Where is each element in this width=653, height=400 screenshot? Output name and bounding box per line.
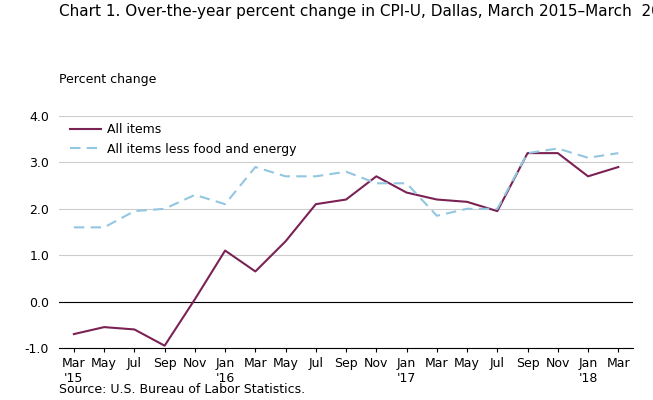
All items xyxy=(251,269,259,274)
All items xyxy=(614,165,622,170)
All items less food and energy xyxy=(584,155,592,160)
All items less food and energy xyxy=(494,206,502,211)
All items less food and energy xyxy=(403,181,411,186)
All items less food and energy xyxy=(614,151,622,156)
All items xyxy=(161,343,168,348)
All items less food and energy xyxy=(251,165,259,170)
Text: Chart 1. Over-the-year percent change in CPI-U, Dallas, March 2015–March  2018: Chart 1. Over-the-year percent change in… xyxy=(59,4,653,19)
All items less food and energy xyxy=(70,225,78,230)
All items xyxy=(191,297,199,302)
All items xyxy=(494,209,502,214)
All items less food and energy xyxy=(524,151,532,156)
All items xyxy=(131,327,138,332)
All items less food and energy xyxy=(463,206,471,211)
All items xyxy=(100,325,108,330)
All items less food and energy xyxy=(100,225,108,230)
All items xyxy=(372,174,380,179)
All items xyxy=(584,174,592,179)
All items less food and energy xyxy=(433,213,441,218)
Text: Source: U.S. Bureau of Labor Statistics.: Source: U.S. Bureau of Labor Statistics. xyxy=(59,383,305,396)
Text: Percent change: Percent change xyxy=(59,73,156,86)
All items xyxy=(342,197,350,202)
All items less food and energy xyxy=(281,174,289,179)
All items less food and energy xyxy=(554,146,562,151)
All items xyxy=(524,151,532,156)
All items xyxy=(433,197,441,202)
All items less food and energy xyxy=(191,192,199,197)
All items xyxy=(554,151,562,156)
All items less food and energy xyxy=(221,202,229,206)
All items less food and energy xyxy=(312,174,320,179)
All items less food and energy xyxy=(342,169,350,174)
All items xyxy=(70,332,78,336)
Line: All items less food and energy: All items less food and energy xyxy=(74,148,618,227)
All items xyxy=(221,248,229,253)
All items xyxy=(463,200,471,204)
All items less food and energy xyxy=(372,181,380,186)
All items xyxy=(403,190,411,195)
Line: All items: All items xyxy=(74,153,618,346)
All items less food and energy xyxy=(161,206,168,211)
Legend: All items, All items less food and energy: All items, All items less food and energ… xyxy=(65,118,302,160)
All items less food and energy xyxy=(131,209,138,214)
All items xyxy=(312,202,320,206)
All items xyxy=(281,239,289,244)
